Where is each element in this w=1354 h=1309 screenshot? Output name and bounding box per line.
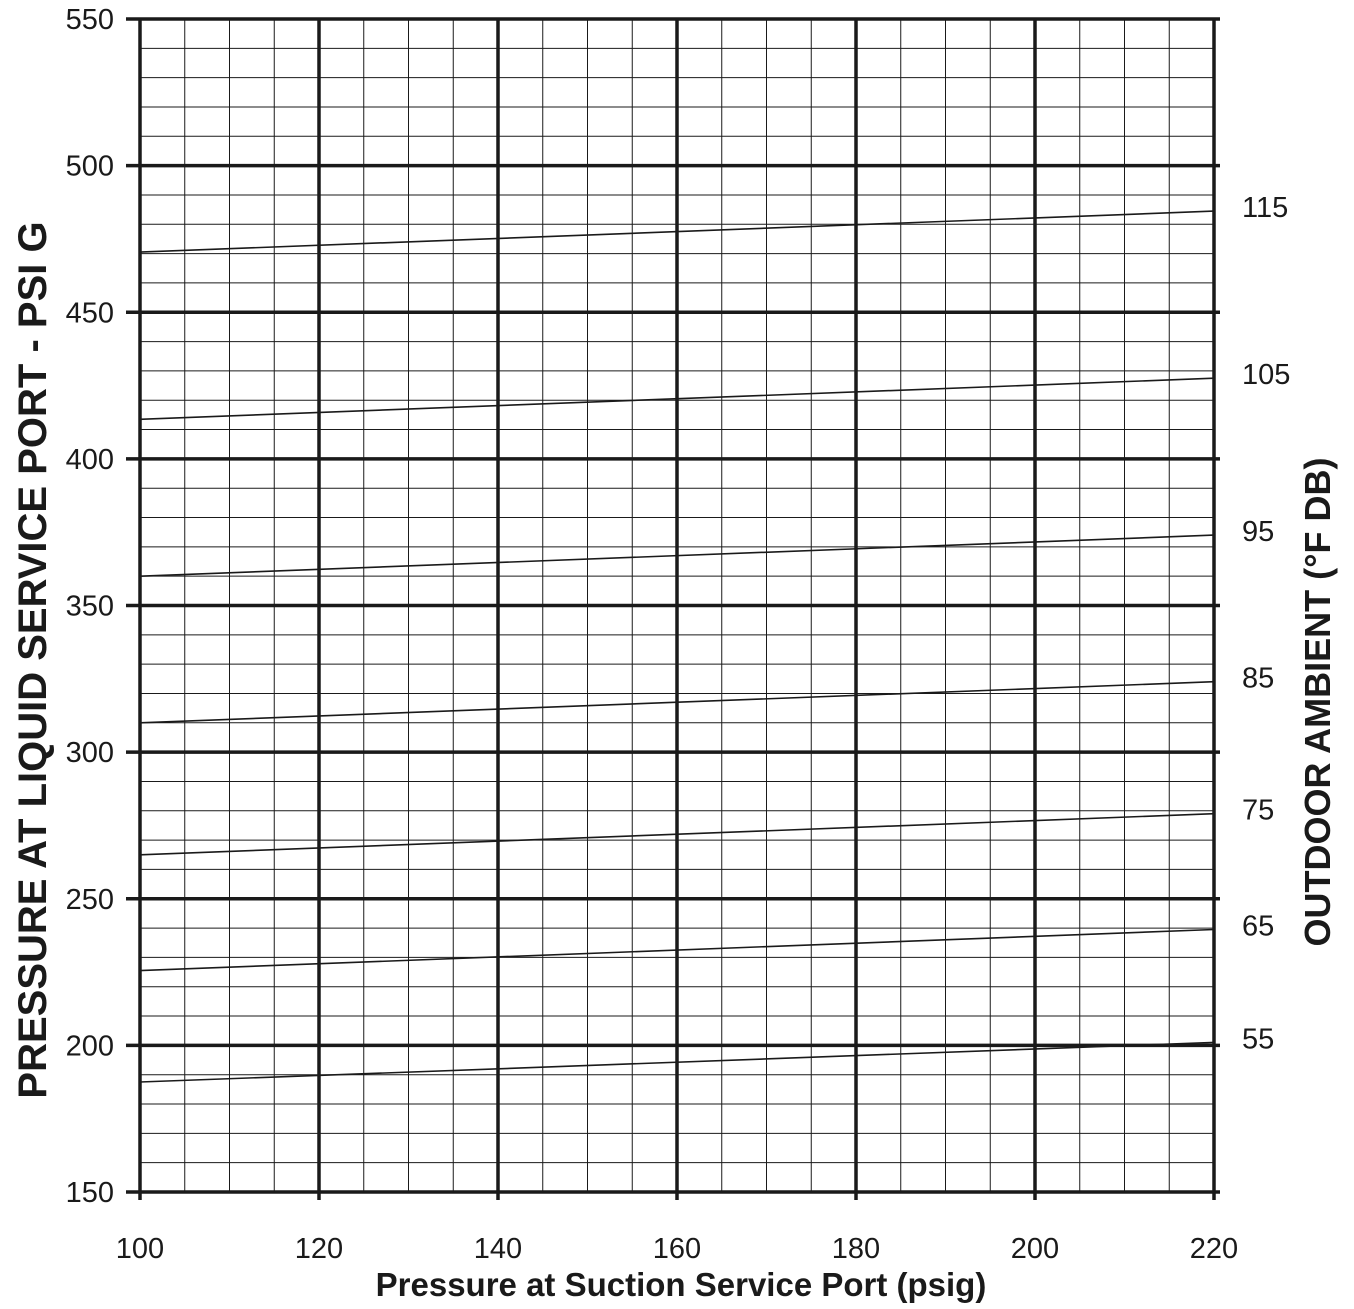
series-label-95: 95 (1242, 516, 1274, 548)
right-axis-title: OUTDOOR AMBIENT (°F DB) (1297, 457, 1338, 946)
y-tick-label: 450 (66, 297, 114, 329)
major-grid (126, 17, 1220, 1200)
y-tick-label: 150 (66, 1177, 114, 1209)
x-tick-label: 140 (474, 1233, 522, 1265)
series-line-85 (139, 680, 1215, 724)
series-lines (139, 210, 1215, 1083)
y-tick-label: 200 (66, 1030, 114, 1062)
y-tick-label: 500 (66, 151, 114, 183)
x-axis-title: Pressure at Suction Service Port (psig) (376, 1266, 987, 1303)
y-tick-label: 300 (66, 737, 114, 769)
x-tick-label: 120 (295, 1233, 343, 1265)
x-tick-label: 200 (1011, 1233, 1059, 1265)
series-line-105 (139, 377, 1215, 421)
y-axis-tick-labels: 150 200 250 300 350 400 450 500 550 (66, 4, 114, 1209)
series-line-115 (139, 210, 1215, 253)
series-label-75: 75 (1242, 795, 1274, 827)
x-tick-label: 180 (832, 1233, 880, 1265)
series-line-65 (139, 928, 1215, 972)
y-tick-label: 550 (66, 4, 114, 36)
x-tick-label: 220 (1190, 1233, 1238, 1265)
x-tick-label: 100 (116, 1233, 164, 1265)
series-line-55 (139, 1041, 1215, 1083)
series-line-75 (139, 812, 1215, 856)
y-tick-label: 250 (66, 884, 114, 916)
y-tick-label: 350 (66, 591, 114, 623)
series-line-95 (139, 534, 1215, 577)
series-label-105: 105 (1242, 359, 1290, 391)
y-axis-title: PRESSURE AT LIQUID SERVICE PORT - PSI G (11, 221, 55, 1098)
series-label-115: 115 (1242, 192, 1288, 224)
y-tick-label: 400 (66, 444, 114, 476)
series-label-65: 65 (1242, 911, 1274, 943)
series-label-85: 85 (1242, 663, 1274, 695)
x-tick-label: 160 (653, 1233, 701, 1265)
series-label-55: 55 (1242, 1023, 1274, 1055)
series-labels: 55 65 75 85 95 105 115 (1242, 192, 1290, 1055)
x-axis-tick-labels: 100 120 140 160 180 200 220 (116, 1233, 1238, 1265)
